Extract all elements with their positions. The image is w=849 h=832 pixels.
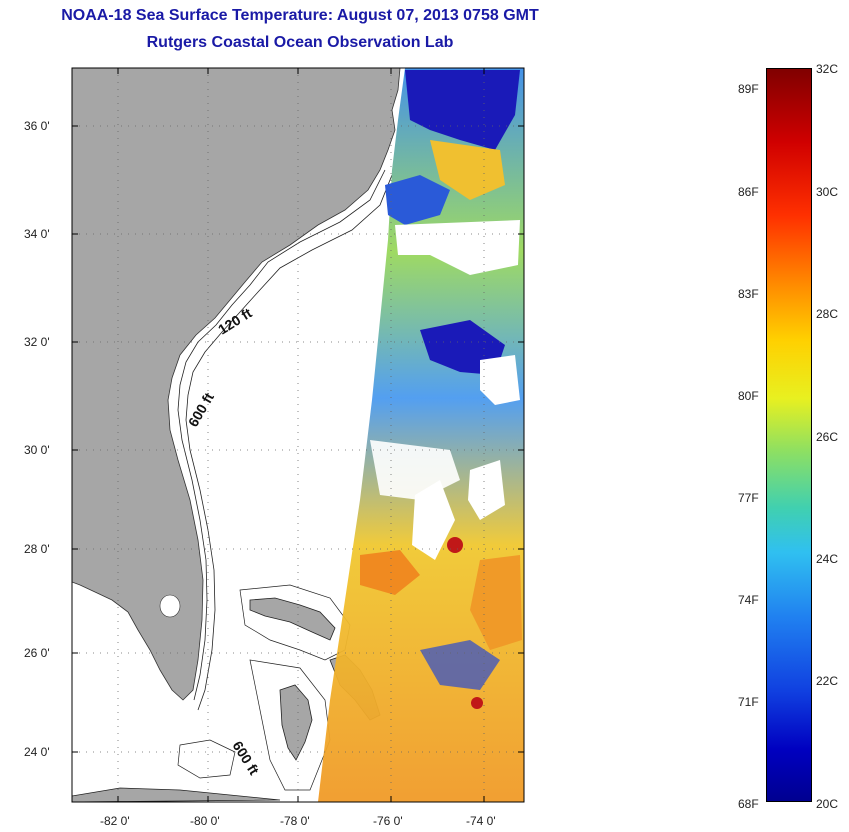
map-title: NOAA-18 Sea Surface Temperature: August … xyxy=(61,7,539,24)
cbar-c-24: 24C xyxy=(816,552,839,566)
lon-label-80: -80 0' xyxy=(190,814,220,828)
bahamas-grand-bahama xyxy=(249,597,336,641)
cuba-coast xyxy=(72,787,281,802)
lat-label-32: 32 0' xyxy=(24,335,50,349)
cbar-f-77: 77F xyxy=(738,491,759,505)
lon-label-78: -78 0' xyxy=(280,814,310,828)
isobath-120ft xyxy=(177,169,386,701)
lon-label-76: -76 0' xyxy=(373,814,403,828)
lat-label-28: 28 0' xyxy=(24,542,50,556)
cbar-c-20: 20C xyxy=(816,797,839,811)
isobath-bahamas xyxy=(177,584,351,791)
lat-label-36: 36 0' xyxy=(24,119,50,133)
map-subtitle: Rutgers Coastal Ocean Observation Lab xyxy=(146,34,454,51)
cbar-c-28: 28C xyxy=(816,307,839,321)
lat-label-24: 24 0' xyxy=(24,745,50,759)
cbar-c-26: 26C xyxy=(816,430,839,444)
cbar-f-71: 71F xyxy=(738,695,759,709)
cbar-f-89: 89F xyxy=(738,82,759,96)
bahamas-andros xyxy=(279,684,313,761)
lat-label-34: 34 0' xyxy=(24,227,50,241)
sst-swath xyxy=(318,68,524,802)
cbar-f-80: 80F xyxy=(738,389,759,403)
temperature-colorbar xyxy=(766,68,812,802)
cbar-c-30: 30C xyxy=(816,185,839,199)
isobath-600ft xyxy=(185,174,393,711)
lat-label-26: 26 0' xyxy=(24,646,50,660)
lat-label-30: 30 0' xyxy=(24,443,50,457)
cbar-f-68: 68F xyxy=(738,797,759,811)
cbar-f-74: 74F xyxy=(738,593,759,607)
lon-label-82: -82 0' xyxy=(100,814,130,828)
cbar-f-86: 86F xyxy=(738,185,759,199)
land-mainland xyxy=(72,68,401,701)
cbar-c-32: 32C xyxy=(816,62,839,76)
lon-label-74: -74 0' xyxy=(466,814,496,828)
lake-okeechobee xyxy=(159,594,181,618)
frame-ticks xyxy=(72,68,524,802)
cbar-f-83: 83F xyxy=(738,287,759,301)
cbar-c-22: 22C xyxy=(816,674,839,688)
